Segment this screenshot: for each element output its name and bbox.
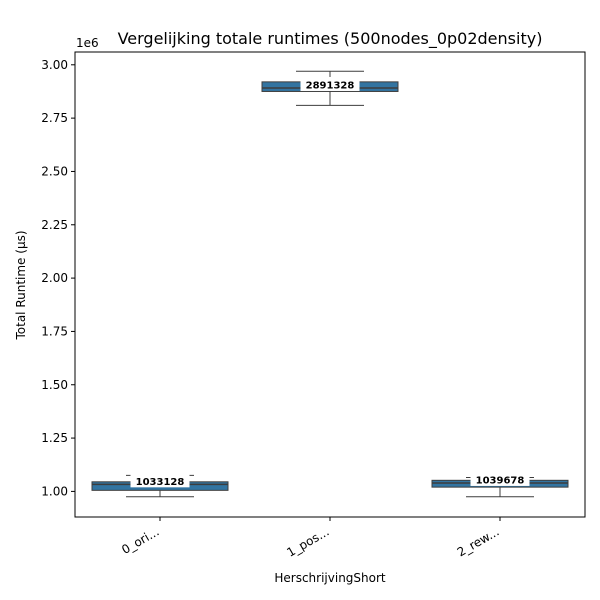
plot-frame [74, 51, 586, 518]
x-tick-label: 0_ori... [119, 524, 161, 556]
x-axis: 0_ori... 1_pos... 2_rew... [119, 517, 502, 560]
box-group: 1033128 [91, 473, 229, 498]
y-tick-label: 1.50 [41, 378, 68, 392]
y-tick-label: 1.25 [41, 431, 68, 445]
y-tick-label: 2.25 [41, 218, 68, 232]
y-tick-label: 2.50 [41, 164, 68, 178]
box-group: 2891328 [261, 70, 399, 106]
median-label-bg [300, 76, 360, 91]
chart-title: Vergelijking totale runtimes (500nodes_0… [118, 29, 543, 49]
plot-content: 1033128 2891328 1039678 [91, 70, 569, 498]
y-axis-multiplier: 1e6 [76, 36, 99, 50]
y-tick-label: 1.00 [41, 484, 68, 498]
x-tick-label: 1_pos... [284, 524, 331, 559]
y-axis-title: Total Runtime (µs) [14, 230, 28, 340]
median-label-bg [130, 473, 190, 488]
box-group: 1039678 [431, 471, 569, 498]
y-tick-label: 2.75 [41, 111, 68, 125]
y-tick-label: 2.00 [41, 271, 68, 285]
x-tick-label: 2_rew... [455, 524, 502, 559]
median-label-bg [470, 471, 530, 486]
y-tick-label: 1.75 [41, 324, 68, 338]
median-label: 1039678 [476, 475, 525, 486]
y-axis: 1.00 1.25 1.50 1.75 2.00 2.25 2.50 2.75 3.00 [41, 58, 75, 498]
median-label: 1033128 [136, 477, 185, 488]
median-label: 2891328 [306, 80, 355, 91]
y-tick-label: 3.00 [41, 58, 68, 72]
x-axis-title: HerschrijvingShort [274, 571, 386, 585]
